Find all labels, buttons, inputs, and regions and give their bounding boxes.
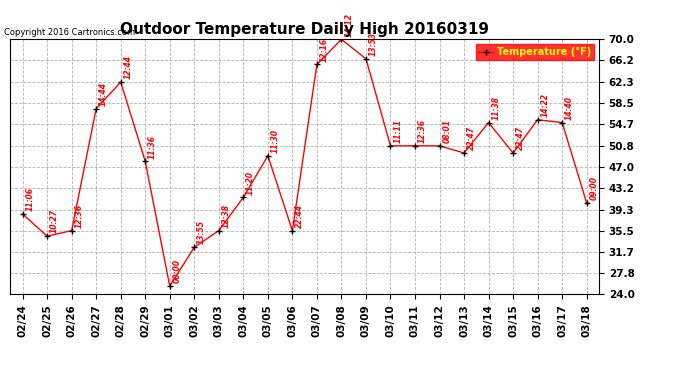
Temperature (°F): [215, 228, 223, 233]
Text: 12:36: 12:36: [75, 204, 83, 228]
Temperature (°F): [19, 212, 27, 216]
Temperature (°F): [264, 153, 272, 158]
Temperature (°F): [435, 144, 444, 148]
Text: 13:55: 13:55: [197, 220, 206, 245]
Text: 11:11: 11:11: [393, 119, 402, 143]
Text: 12:36: 12:36: [417, 119, 427, 143]
Temperature (°F): [337, 37, 346, 42]
Text: 22:47: 22:47: [467, 126, 476, 150]
Temperature (°F): [362, 57, 370, 61]
Temperature (°F): [313, 62, 321, 67]
Temperature (°F): [92, 106, 100, 111]
Text: 11:38: 11:38: [491, 96, 500, 120]
Text: 12:44: 12:44: [124, 55, 132, 79]
Text: 09:00: 09:00: [589, 176, 598, 200]
Text: Copyright 2016 Cartronics.com: Copyright 2016 Cartronics.com: [4, 28, 136, 37]
Text: 11:36: 11:36: [148, 135, 157, 159]
Temperature (°F): [43, 234, 51, 238]
Line: Temperature (°F): Temperature (°F): [20, 37, 589, 289]
Text: 22:44: 22:44: [295, 204, 304, 228]
Temperature (°F): [117, 80, 125, 84]
Temperature (°F): [141, 159, 149, 164]
Temperature (°F): [190, 245, 199, 249]
Text: 11:06: 11:06: [26, 187, 34, 211]
Text: 22:47: 22:47: [516, 126, 525, 150]
Text: 14:40: 14:40: [565, 96, 574, 120]
Temperature (°F): [68, 228, 76, 233]
Temperature (°F): [582, 201, 591, 205]
Text: 10:27: 10:27: [50, 209, 59, 233]
Text: 14:22: 14:22: [540, 93, 549, 117]
Temperature (°F): [558, 120, 566, 125]
Text: 14:12: 14:12: [344, 13, 353, 37]
Temperature (°F): [533, 117, 542, 122]
Temperature (°F): [239, 195, 248, 200]
Text: 14:44: 14:44: [99, 82, 108, 106]
Temperature (°F): [509, 151, 518, 155]
Text: 13:53: 13:53: [368, 32, 377, 56]
Temperature (°F): [386, 144, 395, 148]
Text: 12:38: 12:38: [221, 204, 230, 228]
Temperature (°F): [411, 144, 419, 148]
Text: 00:00: 00:00: [172, 259, 181, 283]
Text: 11:30: 11:30: [270, 129, 279, 153]
Text: 08:01: 08:01: [442, 119, 451, 143]
Text: 12:16: 12:16: [319, 38, 328, 62]
Legend: Temperature (°F): Temperature (°F): [475, 44, 594, 60]
Temperature (°F): [460, 151, 469, 155]
Title: Outdoor Temperature Daily High 20160319: Outdoor Temperature Daily High 20160319: [120, 22, 489, 37]
Temperature (°F): [166, 284, 174, 288]
Text: 11:20: 11:20: [246, 171, 255, 195]
Temperature (°F): [288, 228, 297, 233]
Temperature (°F): [484, 120, 493, 125]
